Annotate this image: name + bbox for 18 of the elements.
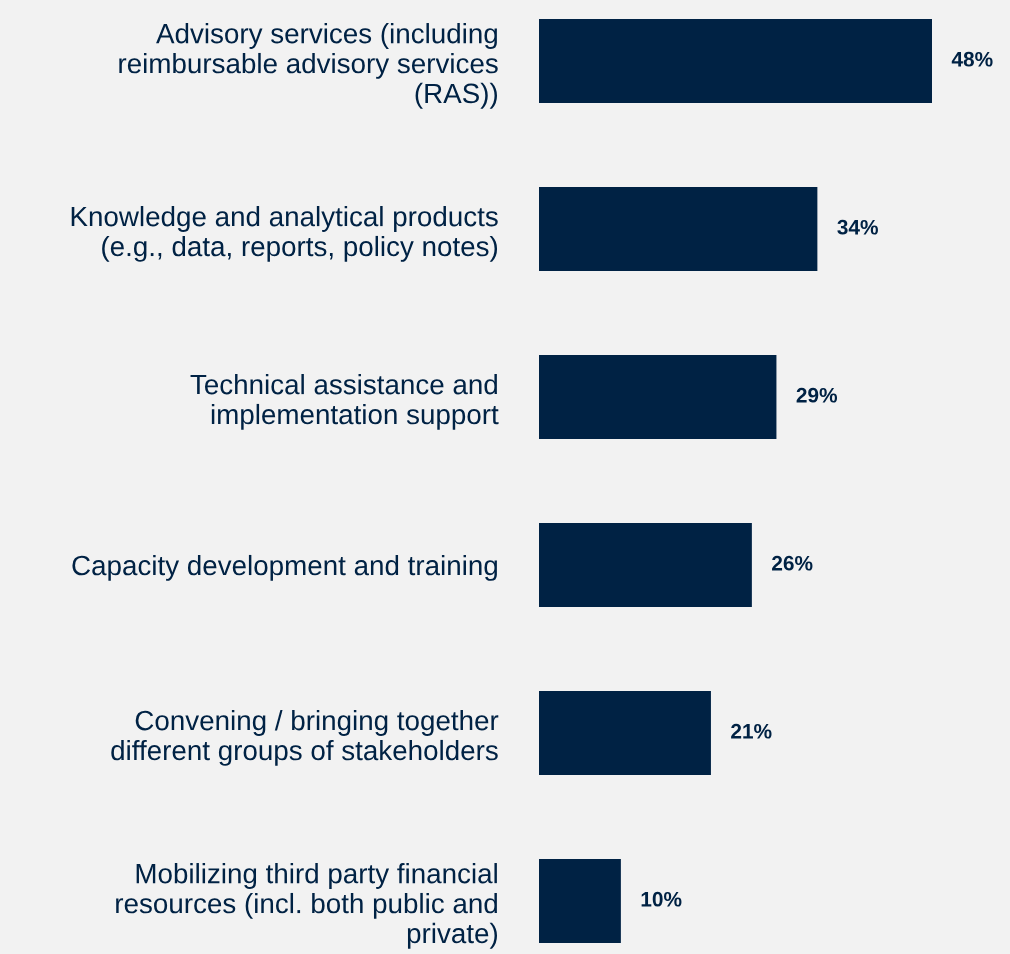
data-label: 34% [837,219,878,235]
bar [539,187,818,271]
y-tick-label: Technical assistance and implementation support [190,373,499,430]
data-label: 26% [772,555,813,571]
y-tick-label: Knowledge and analytical products (e.g., data, reports, policy notes) [71,205,498,262]
y-tick-label: Mobilizing third party financial resources (incl. both public and private) [116,863,498,949]
bar [539,691,711,775]
data-label: 21% [731,723,772,739]
bar [539,355,777,439]
y-tick-label: Advisory services (including reimbursable advisory services (RAS)) [119,23,498,109]
data-label: 48% [951,51,993,67]
bar [539,859,621,943]
bar [539,19,932,103]
y-tick-label: Convening / bringing together different groups of stakeholders [111,709,499,766]
data-label: 29% [796,387,838,403]
y-tick-label: Capacity development and training [72,554,497,581]
bar [539,523,752,607]
data-label: 10% [641,891,682,907]
